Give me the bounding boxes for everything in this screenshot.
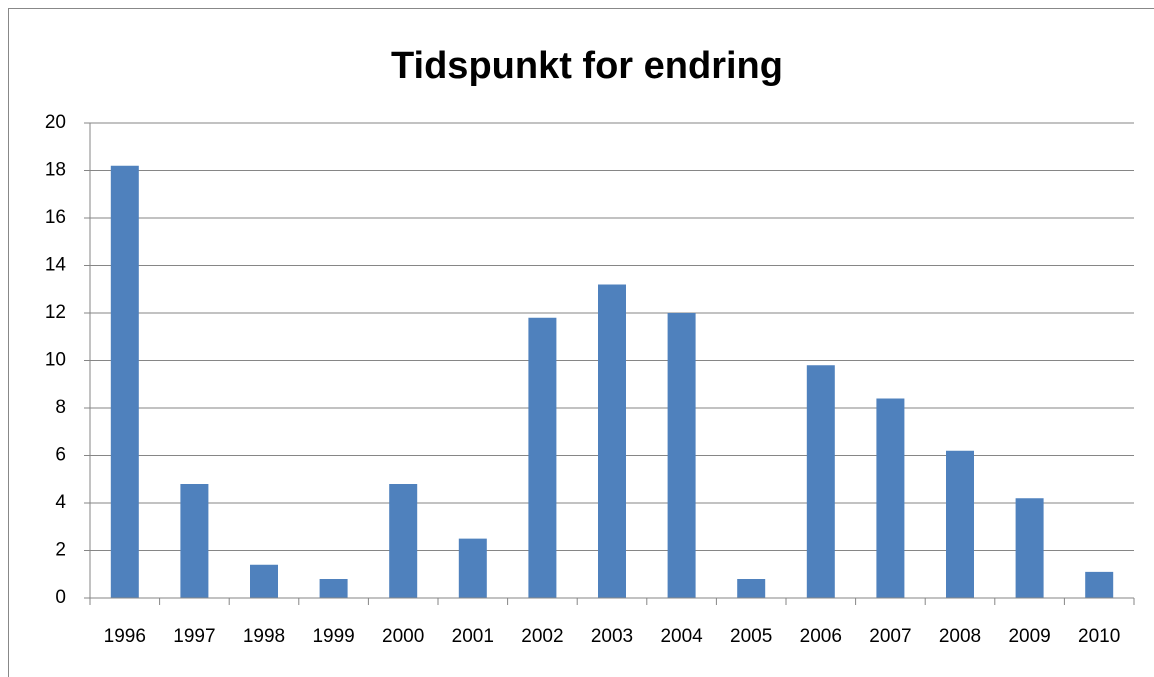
y-tick-label: 20: [45, 112, 66, 133]
x-tick-label: 2007: [869, 626, 911, 647]
x-tick-label: 2003: [591, 626, 633, 647]
bar: [458, 538, 487, 598]
y-tick-label: 10: [45, 350, 66, 371]
x-tick-label: 2004: [660, 626, 703, 647]
y-tick-label: 16: [45, 207, 66, 228]
y-tick-label: 0: [55, 587, 66, 608]
bar: [389, 484, 418, 598]
y-tick-label: 4: [55, 492, 66, 513]
x-tick-label: 2002: [521, 626, 563, 647]
bar: [319, 579, 348, 598]
bar: [876, 398, 905, 598]
y-tick-label: 18: [45, 160, 66, 181]
x-tick-label: 2009: [1008, 626, 1050, 647]
bar: [250, 564, 278, 598]
bar: [737, 579, 766, 598]
x-tick-label: 2005: [730, 626, 772, 647]
chart-frame: [8, 8, 1154, 677]
y-tick-label: 2: [55, 540, 66, 561]
x-tick-label: 2008: [939, 626, 981, 647]
x-tick-label: 2010: [1078, 626, 1120, 647]
y-tick-label: 6: [55, 445, 66, 466]
y-tick-label: 12: [45, 302, 66, 323]
x-tick-label: 1996: [104, 626, 146, 647]
x-tick-label: 1997: [173, 626, 215, 647]
bar: [110, 165, 139, 598]
bar: [667, 313, 696, 598]
x-tick-label: 2006: [800, 626, 842, 647]
bar: [1015, 498, 1044, 598]
y-tick-label: 14: [45, 255, 67, 276]
x-tick-label: 1998: [243, 626, 285, 647]
bar: [598, 284, 626, 598]
x-tick-label: 2001: [452, 626, 494, 647]
bar: [528, 317, 557, 598]
bar: [1085, 571, 1114, 598]
y-tick-label: 8: [55, 397, 66, 418]
x-tick-label: 2000: [382, 626, 424, 647]
x-tick-label: 1999: [312, 626, 354, 647]
bar: [946, 450, 974, 598]
bar: [806, 365, 835, 598]
bar: [180, 484, 209, 598]
chart-title: Tidspunkt for endring: [391, 45, 783, 87]
